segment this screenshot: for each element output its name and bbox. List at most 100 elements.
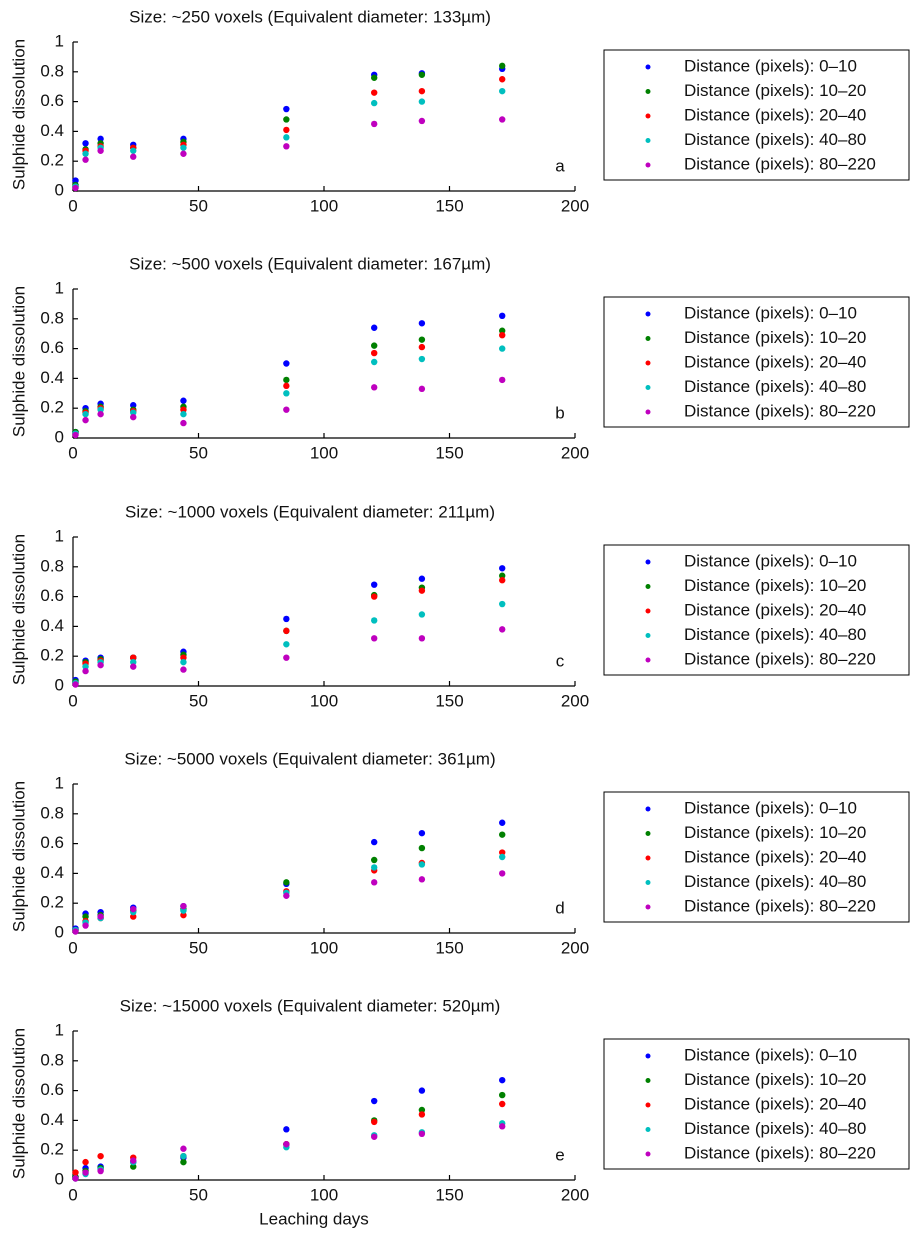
point xyxy=(283,390,290,397)
point xyxy=(371,1118,378,1126)
point xyxy=(180,902,187,910)
legend-marker xyxy=(645,89,651,94)
legend-label: Distance (pixels): 20–40 xyxy=(684,105,866,124)
point xyxy=(283,406,290,413)
point xyxy=(418,611,426,618)
x-tick-label: 50 xyxy=(189,1185,208,1204)
legend-marker xyxy=(645,385,651,390)
y-tick-label: 0.8 xyxy=(40,308,64,327)
point xyxy=(97,661,104,669)
point xyxy=(283,879,290,886)
panel-title: Size: ~1000 voxels (Equivalent diameter:… xyxy=(125,502,495,521)
panel-title: Size: ~15000 voxels (Equivalent diameter… xyxy=(120,996,501,1015)
legend-box xyxy=(603,544,910,676)
point xyxy=(371,1133,378,1140)
y-tick-label: 0.4 xyxy=(40,863,64,882)
point xyxy=(283,654,290,661)
point xyxy=(180,911,187,919)
point xyxy=(283,116,290,123)
point xyxy=(418,320,426,327)
point xyxy=(499,1091,506,1099)
x-tick-label: 100 xyxy=(310,691,338,710)
y-tick-label: 0.4 xyxy=(40,368,64,387)
point xyxy=(283,382,290,390)
x-tick-label: 200 xyxy=(561,691,589,710)
point xyxy=(499,116,506,123)
point xyxy=(283,360,290,367)
y-axis-label: Sulphide dissolution xyxy=(9,781,28,932)
legend-box xyxy=(603,791,910,923)
point xyxy=(371,74,378,81)
y-tick-label: 0.2 xyxy=(40,893,64,912)
y-tick-label: 0.6 xyxy=(40,338,64,357)
y-axis-label: Sulphide dissolution xyxy=(9,286,28,437)
legend-label: Distance (pixels): 80–220 xyxy=(684,401,876,420)
y-tick-label: 1 xyxy=(55,526,64,545)
point xyxy=(499,345,506,352)
point xyxy=(418,385,426,393)
legend-label: Distance (pixels): 20–40 xyxy=(684,847,866,866)
legend-marker xyxy=(645,831,651,836)
y-tick-label: 1 xyxy=(55,31,64,50)
point xyxy=(371,99,378,107)
point xyxy=(371,864,378,871)
panel-label: c xyxy=(556,651,565,670)
y-tick-label: 0.2 xyxy=(40,151,64,170)
legend-label: Distance (pixels): 80–220 xyxy=(684,896,876,915)
point xyxy=(418,876,426,883)
point xyxy=(180,654,187,661)
point xyxy=(499,87,506,95)
point xyxy=(82,1169,89,1176)
point xyxy=(130,413,137,421)
point xyxy=(418,844,426,852)
legend-label: Distance (pixels): 10–20 xyxy=(684,1070,866,1089)
y-tick-label: 0.6 xyxy=(40,1080,64,1099)
point xyxy=(82,150,89,157)
legend-marker xyxy=(645,657,651,663)
point xyxy=(180,658,187,666)
legend-box xyxy=(603,49,910,181)
point xyxy=(97,406,104,413)
y-tick-label: 0 xyxy=(55,922,64,941)
point xyxy=(499,849,506,856)
point xyxy=(418,343,426,351)
point xyxy=(371,358,378,366)
point xyxy=(180,1145,187,1152)
point xyxy=(180,907,187,914)
legend-marker xyxy=(645,64,651,70)
legend-marker xyxy=(645,1151,651,1157)
panel-label: d xyxy=(555,898,564,917)
x-tick-label: 100 xyxy=(310,443,338,462)
legend-label: Distance (pixels): 80–220 xyxy=(684,154,876,173)
point xyxy=(418,1087,426,1094)
x-tick-label: 50 xyxy=(189,196,208,215)
point xyxy=(371,617,378,624)
point xyxy=(97,1167,104,1175)
legend-box xyxy=(603,296,910,428)
legend-label: Distance (pixels): 0–10 xyxy=(684,303,857,322)
point xyxy=(499,577,506,584)
point xyxy=(72,184,79,192)
point xyxy=(180,1158,187,1166)
point xyxy=(371,384,378,391)
point xyxy=(82,913,89,920)
legend-label: Distance (pixels): 10–20 xyxy=(684,328,866,347)
point xyxy=(371,120,378,128)
point xyxy=(82,667,89,675)
x-tick-label: 100 xyxy=(310,196,338,215)
point xyxy=(283,376,290,384)
legend-label: Distance (pixels): 40–80 xyxy=(684,1119,866,1138)
x-tick-label: 200 xyxy=(561,1185,589,1204)
point xyxy=(371,581,378,588)
point xyxy=(418,1106,426,1114)
y-tick-label: 0.2 xyxy=(40,1140,64,1159)
panel: Size: ~500 voxels (Equivalent diameter: … xyxy=(9,254,910,462)
point xyxy=(72,681,79,688)
point xyxy=(371,593,378,600)
point xyxy=(499,331,506,339)
point xyxy=(97,147,104,154)
legend-marker xyxy=(645,608,651,614)
point xyxy=(130,905,137,913)
legend-marker xyxy=(645,1053,651,1059)
point xyxy=(72,928,79,935)
